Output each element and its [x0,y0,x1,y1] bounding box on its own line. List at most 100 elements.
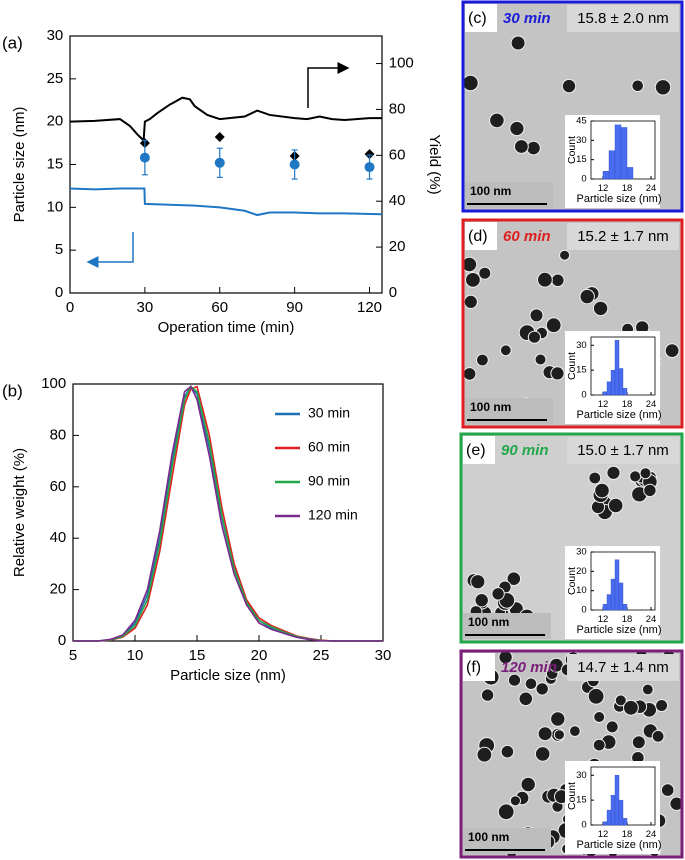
particle [561,78,577,94]
particle [514,139,529,154]
panel-frame [461,0,684,213]
y-tick-label: 15 [576,795,587,806]
y2-tick-label: 0 [389,284,397,301]
particle [614,694,627,707]
y2-tick-label: 60 [389,146,406,163]
diamond-marker [214,131,225,142]
particle [594,482,610,499]
histogram-bar [610,369,616,396]
y-axis-label: Count [566,782,578,810]
x-tick-label: 5 [69,647,77,664]
particle [550,711,566,727]
y-tick-label: 100 [41,375,66,392]
time-label: 120 min [501,659,557,676]
histogram-bar [618,368,624,396]
particle [641,683,654,696]
x-tick-label: 10 [127,647,144,664]
particle [550,366,565,381]
particle [480,688,495,702]
particle [629,470,642,483]
x-tick-label: 120 [357,299,382,316]
axis-arrow [307,62,350,108]
x-axis-label: Particle size (nm) [577,193,662,205]
histogram-bar [618,582,624,611]
time-label: 90 min [501,442,549,459]
particle [509,795,522,807]
particle [507,673,522,687]
particle [537,726,553,742]
histogram-bar [618,799,624,826]
x-tick-label: 60 [211,299,228,316]
x-tick-label: 12 [598,183,609,194]
particle [470,574,486,590]
circle-marker [139,152,150,163]
y-axis-label: Count [566,136,578,164]
particle [529,308,544,323]
y-tick-label: 30 [576,135,587,146]
y-tick-label: 45 [576,116,587,127]
scale-bar-label: 100 nm [470,184,511,198]
particle [527,330,542,344]
particle [509,120,525,137]
particle [520,776,536,793]
histogram-bar [622,388,628,396]
particle [500,744,515,759]
histogram-bar [622,818,628,826]
particle [592,738,606,752]
particle [476,353,489,367]
particle [593,711,606,723]
time-label: 30 min [503,10,551,27]
particle [510,35,526,51]
x-axis-label: Particle size (nm) [170,667,286,684]
panel-label: (d) [468,228,488,245]
y-tick-label: 20 [47,113,64,130]
x-tick-label: 30 [137,299,154,316]
x-tick-label: 0 [66,299,74,316]
histogram-bar [602,391,608,396]
particle [478,266,492,280]
label-box [465,4,497,32]
y-tick-label: 10 [576,585,587,596]
particle [474,593,489,608]
x-tick-label: 18 [622,614,633,625]
panel-label: (a) [2,33,23,52]
legend-label: 60 min [308,439,350,455]
y-tick-label: 15 [576,154,587,165]
histogram-bar [602,604,608,611]
particle [526,140,541,156]
data-line [69,96,382,143]
scale-bar-label: 100 nm [468,615,509,629]
label-box [567,5,679,32]
histogram-bar [620,127,628,180]
panel-label: (f) [466,659,481,676]
particle [489,112,505,129]
x-tick-label: 12 [598,829,609,840]
particle [631,735,646,750]
label-box [567,437,679,464]
y2-tick-label: 20 [389,238,406,255]
diamond-marker [364,149,375,160]
particle [605,720,619,734]
x-tick-label: 24 [646,183,657,194]
particle [551,273,565,288]
particle [559,249,571,261]
y-tick-label: 15 [576,365,587,376]
legend-label: 30 min [308,405,350,421]
y-tick-label: 25 [47,70,64,87]
panel-frame [459,649,684,859]
particle [535,682,549,696]
y-tick-label: 0 [581,605,586,616]
y2-tick-label: 40 [389,192,406,209]
label-box [567,223,679,250]
panel-label: (c) [468,10,487,27]
particle [592,300,609,317]
y2-tick-label: 80 [389,100,406,117]
y2-axis-label: Yield (%) [426,134,443,194]
circle-marker [214,157,225,168]
x-tick-label: 24 [646,829,657,840]
y-tick-label: 0 [581,390,586,401]
particle [639,467,652,480]
particle [537,271,553,288]
histogram-bar [602,171,610,180]
